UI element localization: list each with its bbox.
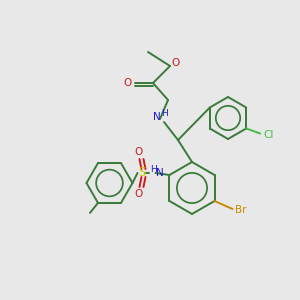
Text: H: H <box>160 110 167 118</box>
Text: O: O <box>124 78 132 88</box>
Text: S: S <box>138 167 145 179</box>
Text: O: O <box>134 189 142 199</box>
Text: N: N <box>153 112 161 122</box>
Text: N: N <box>156 168 164 178</box>
Text: Cl: Cl <box>263 130 273 140</box>
Text: O: O <box>134 147 142 157</box>
Text: H: H <box>150 166 157 175</box>
Text: Br: Br <box>235 205 246 215</box>
Text: O: O <box>171 58 179 68</box>
